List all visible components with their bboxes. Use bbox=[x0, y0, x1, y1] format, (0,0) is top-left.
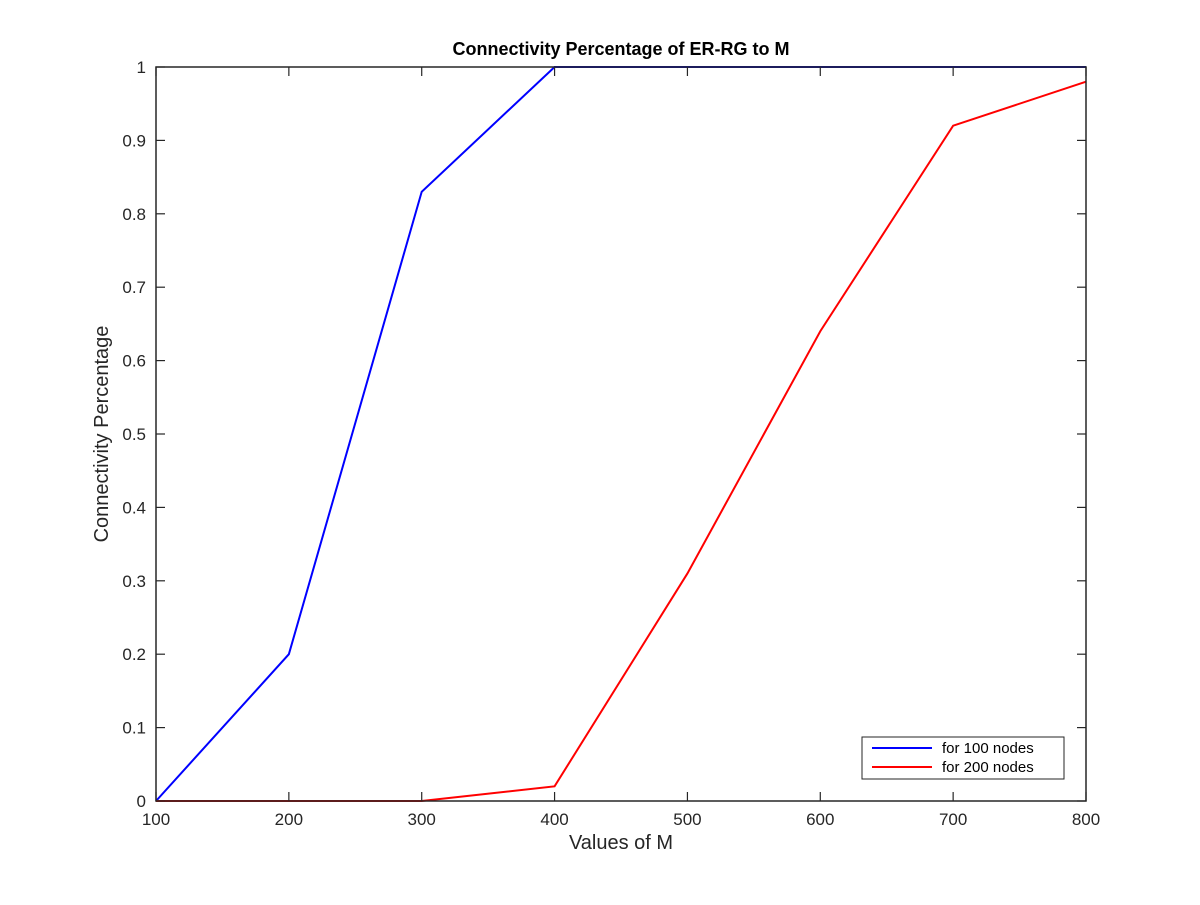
x-tick-label: 300 bbox=[408, 810, 436, 829]
y-tick-label: 0.5 bbox=[122, 425, 146, 444]
y-tick-label: 0.6 bbox=[122, 352, 146, 371]
y-tick-label: 0.8 bbox=[122, 205, 146, 224]
x-tick-label: 200 bbox=[275, 810, 303, 829]
y-axis-label: Connectivity Percentage bbox=[91, 326, 113, 543]
y-tick-label: 1 bbox=[137, 58, 146, 77]
legend-box bbox=[861, 736, 1065, 780]
x-tick-label: 700 bbox=[939, 810, 967, 829]
y-tick-label: 0.2 bbox=[122, 645, 146, 664]
x-tick-label: 400 bbox=[540, 810, 568, 829]
y-tick-label: 0.3 bbox=[122, 572, 146, 591]
x-tick-label: 100 bbox=[142, 810, 170, 829]
legend: for 100 nodes for 200 nodes bbox=[861, 736, 1065, 780]
x-tick-label: 800 bbox=[1072, 810, 1100, 829]
y-tick-label: 0.4 bbox=[122, 498, 146, 517]
legend-label-for-100-nodes: for 100 nodes bbox=[942, 740, 1034, 757]
y-tick-label: 0.1 bbox=[122, 719, 146, 738]
x-axis-label: Values of M bbox=[569, 832, 673, 854]
x-tick-label: 500 bbox=[673, 810, 701, 829]
y-tick-label: 0.9 bbox=[122, 131, 146, 150]
y-tick-label: 0 bbox=[137, 792, 146, 811]
chart-title: Connectivity Percentage of ER-RG to M bbox=[452, 39, 789, 59]
axes-frame bbox=[155, 66, 1087, 802]
plot-area bbox=[156, 67, 1086, 801]
x-tick-label: 600 bbox=[806, 810, 834, 829]
legend-label-for-200-nodes: for 200 nodes bbox=[942, 759, 1034, 776]
ticks-layer: 100 200 300 400 500 600 700 800 0 0.1 0.2 0.3 0.4 0.5… bbox=[122, 58, 1100, 829]
y-tick-label: 0.7 bbox=[122, 278, 146, 297]
